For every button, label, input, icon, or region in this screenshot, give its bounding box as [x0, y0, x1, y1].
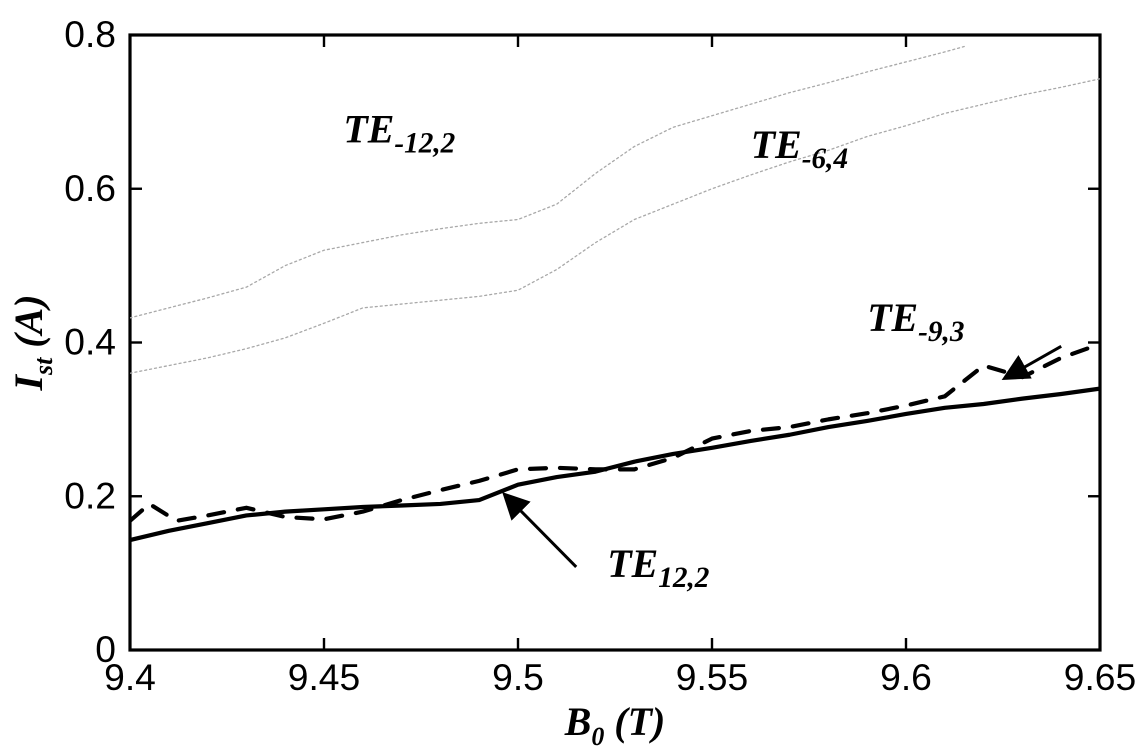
annotation-label_te_12_2: TE12,2	[607, 541, 709, 594]
x-tick-label: 9.5	[492, 656, 544, 698]
y-tick-label: 0.8	[64, 13, 116, 55]
annotation-label_te_m9_3: TE-9,3	[867, 295, 964, 348]
annotation-label_te_m12_2: TE-12,2	[343, 107, 455, 160]
y-tick-label: 0.4	[64, 321, 116, 363]
annotation-label_te_m6_4: TE-6,4	[751, 122, 848, 175]
series-te_12_2	[130, 389, 1100, 540]
chart: 9.49.459.59.559.69.6500.20.40.60.8B0 (T)…	[0, 0, 1136, 747]
series-te_m12_2	[130, 47, 964, 318]
annotation-arrow-label_te_12_2	[506, 496, 576, 567]
x-tick-label: 9.55	[676, 656, 748, 698]
y-tick-label: 0.2	[64, 474, 116, 516]
y-axis-label: Ist (A)	[6, 295, 58, 392]
x-tick-label: 9.65	[1064, 656, 1136, 698]
x-tick-label: 9.6	[880, 656, 932, 698]
x-tick-label: 9.45	[288, 656, 360, 698]
y-tick-label: 0	[95, 628, 116, 670]
x-axis-label: B0 (T)	[564, 699, 666, 747]
y-tick-label: 0.6	[64, 167, 116, 209]
series-te_m9_3	[130, 344, 1100, 521]
